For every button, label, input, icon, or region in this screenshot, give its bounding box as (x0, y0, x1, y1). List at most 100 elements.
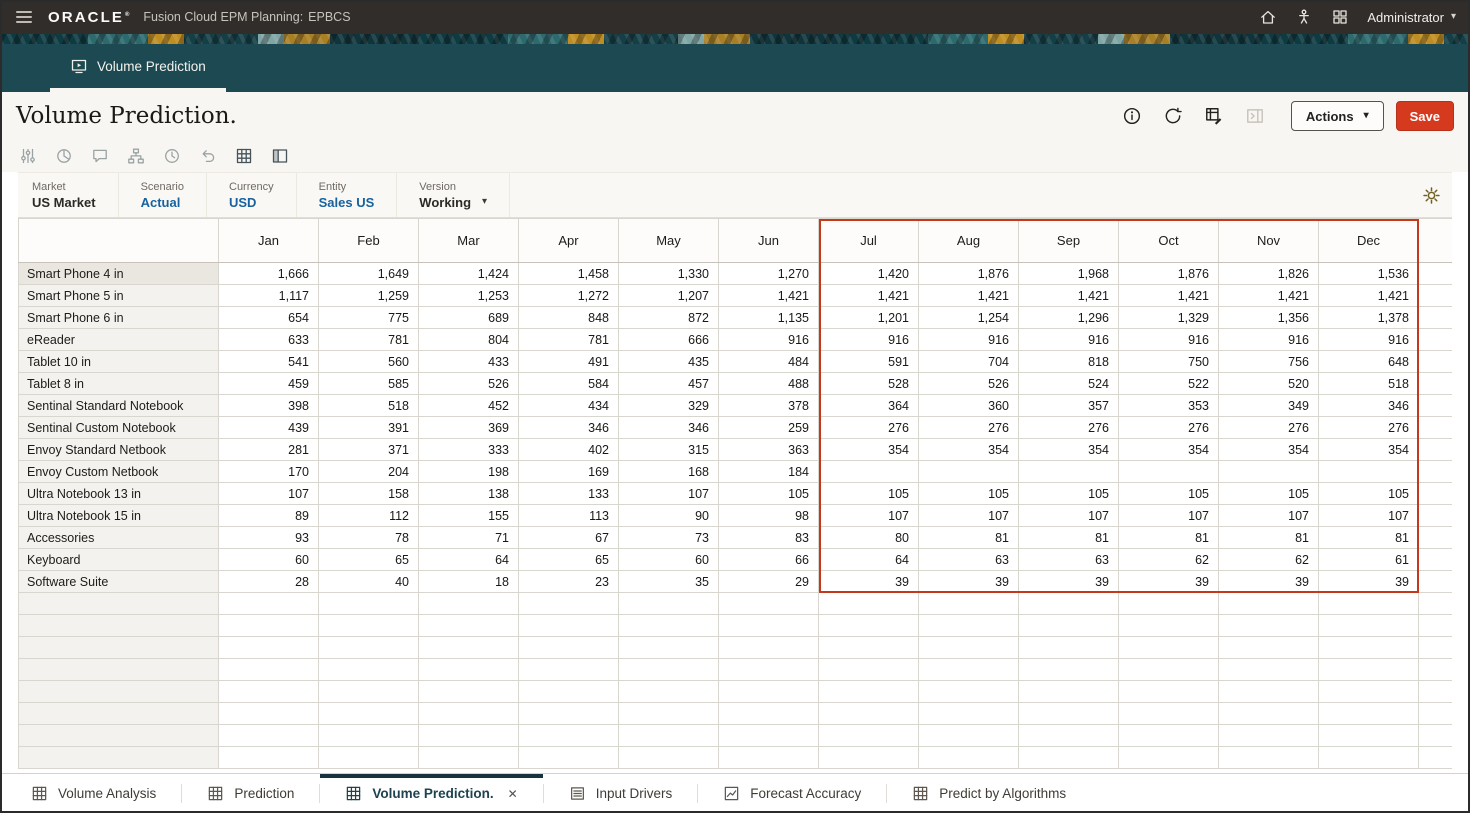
grid-cell[interactable]: 378 (718, 394, 819, 417)
history-icon[interactable] (163, 147, 181, 165)
grid-cell[interactable]: 198 (418, 460, 519, 483)
grid-cell[interactable]: 35 (618, 570, 719, 593)
grid-cell[interactable]: 93 (218, 526, 319, 549)
grid-cell[interactable]: 60 (618, 548, 719, 571)
grid-cell[interactable]: 848 (518, 306, 619, 329)
grid-cell[interactable]: 98 (718, 504, 819, 527)
grid-cell[interactable]: 1,254 (918, 306, 1019, 329)
grid-cell[interactable]: 1,135 (718, 306, 819, 329)
row-header-sentinal-standard-notebook[interactable]: Sentinal Standard Notebook (18, 394, 219, 417)
row-header-smart-phone-6-in[interactable]: Smart Phone 6 in (18, 306, 219, 329)
grid-cell[interactable]: 1,649 (318, 262, 419, 285)
grid-cell[interactable]: 916 (1318, 328, 1419, 351)
grid-cell[interactable]: 1,253 (418, 284, 519, 307)
row-header-smart-phone-4-in[interactable]: Smart Phone 4 in (18, 262, 219, 285)
grid-cell[interactable] (1118, 460, 1219, 483)
grid-cell[interactable]: 281 (218, 438, 319, 461)
grid-cell[interactable]: 1,876 (918, 262, 1019, 285)
grid-cell[interactable]: 1,356 (1218, 306, 1319, 329)
col-header-feb[interactable]: Feb (318, 218, 419, 263)
grid-cell[interactable]: 391 (318, 416, 419, 439)
grid-cell[interactable]: 1,421 (1118, 284, 1219, 307)
grid-cell[interactable]: 354 (1118, 438, 1219, 461)
grid-cell[interactable]: 750 (1118, 350, 1219, 373)
grid-cell[interactable]: 353 (1118, 394, 1219, 417)
grid-cell[interactable]: 584 (518, 372, 619, 395)
save-button[interactable]: Save (1395, 101, 1454, 131)
col-header-jun[interactable]: Jun (718, 218, 819, 263)
grid-cell[interactable]: 18 (418, 570, 519, 593)
row-header-ultra-notebook-13-in[interactable]: Ultra Notebook 13 in (18, 482, 219, 505)
grid-cell[interactable]: 526 (918, 372, 1019, 395)
grid-cell[interactable]: 1,826 (1218, 262, 1319, 285)
grid-cell[interactable]: 1,329 (1118, 306, 1219, 329)
grid-cell[interactable]: 81 (918, 526, 1019, 549)
grid-cell[interactable]: 1,968 (1018, 262, 1119, 285)
grid-cell[interactable]: 522 (1118, 372, 1219, 395)
grid-cell[interactable]: 276 (818, 416, 919, 439)
grid-cell[interactable]: 369 (418, 416, 519, 439)
grid-cell[interactable]: 67 (518, 526, 619, 549)
grid-cell[interactable]: 155 (418, 504, 519, 527)
grid-cell[interactable]: 435 (618, 350, 719, 373)
row-header-ereader[interactable]: eReader (18, 328, 219, 351)
row-header-envoy-custom-netbook[interactable]: Envoy Custom Netbook (18, 460, 219, 483)
grid-cell[interactable]: 775 (318, 306, 419, 329)
grid-cell[interactable]: 105 (1318, 482, 1419, 505)
grid-cell[interactable]: 315 (618, 438, 719, 461)
grid-cell[interactable]: 329 (618, 394, 719, 417)
grid-cell[interactable]: 113 (518, 504, 619, 527)
grid-cell[interactable]: 1,259 (318, 284, 419, 307)
grid-cell[interactable]: 39 (918, 570, 1019, 593)
grid-cell[interactable]: 354 (1018, 438, 1119, 461)
grid-cell[interactable]: 364 (818, 394, 919, 417)
grid-cell[interactable]: 357 (1018, 394, 1119, 417)
refresh-icon[interactable] (1163, 106, 1183, 126)
grid-cell[interactable]: 89 (218, 504, 319, 527)
grid-cell[interactable]: 107 (818, 504, 919, 527)
grid-cell[interactable]: 78 (318, 526, 419, 549)
grid-cell[interactable]: 276 (1118, 416, 1219, 439)
grid-cell[interactable]: 439 (218, 416, 319, 439)
row-header-tablet-10-in[interactable]: Tablet 10 in (18, 350, 219, 373)
grid-cell[interactable]: 1,207 (618, 284, 719, 307)
pov-member-value[interactable]: Sales US (318, 194, 375, 210)
grid-cell[interactable]: 524 (1018, 372, 1119, 395)
grid-cell[interactable]: 818 (1018, 350, 1119, 373)
grid-cell[interactable]: 916 (1218, 328, 1319, 351)
open-panel-icon[interactable] (1245, 106, 1265, 126)
grid-cell[interactable]: 518 (1318, 372, 1419, 395)
grid-cell[interactable]: 83 (718, 526, 819, 549)
grid-cell[interactable]: 105 (718, 482, 819, 505)
grid-cell[interactable]: 591 (818, 350, 919, 373)
grid-cell[interactable]: 488 (718, 372, 819, 395)
grid-cell[interactable]: 66 (718, 548, 819, 571)
grid-cell[interactable]: 398 (218, 394, 319, 417)
row-header-ultra-notebook-15-in[interactable]: Ultra Notebook 15 in (18, 504, 219, 527)
bottom-tab-volume-prediction[interactable]: Volume Prediction. ✕ (320, 774, 544, 813)
grid-cell[interactable]: 133 (518, 482, 619, 505)
grid-cell[interactable]: 60 (218, 548, 319, 571)
grid-cell[interactable]: 105 (1018, 482, 1119, 505)
pov-item-currency[interactable]: Currency USD (207, 173, 297, 217)
row-header-accessories[interactable]: Accessories (18, 526, 219, 549)
grid-cell[interactable]: 1,421 (818, 284, 919, 307)
grid-cell[interactable]: 704 (918, 350, 1019, 373)
grid-cell[interactable]: 585 (318, 372, 419, 395)
grid-cell[interactable]: 1,458 (518, 262, 619, 285)
col-header-nov[interactable]: Nov (1218, 218, 1319, 263)
grid-cell[interactable]: 433 (418, 350, 519, 373)
grid-cell[interactable]: 40 (318, 570, 419, 593)
data-entry-icon[interactable] (1204, 106, 1224, 126)
grid-cell[interactable]: 169 (518, 460, 619, 483)
grid-cell[interactable]: 29 (718, 570, 819, 593)
grid-cell[interactable]: 457 (618, 372, 719, 395)
grid-cell[interactable]: 371 (318, 438, 419, 461)
bottom-tab-prediction[interactable]: Prediction (182, 774, 319, 813)
grid-cell[interactable]: 39 (1018, 570, 1119, 593)
row-header-keyboard[interactable]: Keyboard (18, 548, 219, 571)
grid-cell[interactable]: 756 (1218, 350, 1319, 373)
undo-icon[interactable] (199, 147, 217, 165)
grid-cell[interactable]: 1,201 (818, 306, 919, 329)
grid-cell[interactable]: 916 (718, 328, 819, 351)
